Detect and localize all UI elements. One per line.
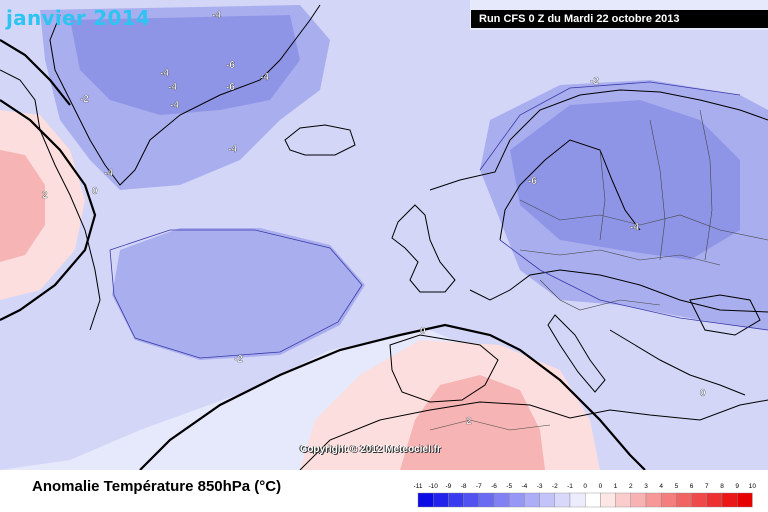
contour-label: -4 [160, 68, 169, 79]
contour-label: -4 [170, 100, 179, 111]
legend-tick-label: 0 [583, 483, 587, 490]
legend-tick-label: -1 [567, 483, 573, 490]
country-borders [429, 109, 768, 431]
legend-swatch [524, 492, 540, 508]
black-sea [689, 294, 761, 336]
anomaly-map: -4 -4 -4 -6 -6 -4 -4 -4 -2 2 0 -4 -2 -6 … [0, 0, 768, 470]
legend-tick-label: -11 [414, 483, 423, 490]
legend-tick-label: -4 [522, 483, 528, 490]
legend-swatch [417, 492, 434, 508]
contour-label: -4 [228, 144, 237, 155]
legend-tick-label: 1 [614, 483, 618, 490]
zero-contour-canada [0, 99, 97, 321]
map-canvas: -4 -4 -4 -6 -6 -4 -4 -4 -2 2 0 -4 -2 -6 … [0, 0, 768, 470]
legend-tick-label: 9 [735, 483, 739, 490]
scandinavia-coast [499, 139, 641, 241]
canada-coast [0, 69, 101, 331]
contour-labels: -4 -4 -4 -6 -6 -4 -4 -4 -2 2 0 -4 -2 -6 … [42, 10, 706, 427]
anomaly-field-greenland-core [70, 15, 300, 115]
month-title: janvier 2014 [6, 6, 151, 30]
legend-tick-label: -6 [491, 483, 497, 490]
legend-tick-label: 4 [659, 483, 663, 490]
anomaly-field-canada-core [0, 150, 45, 262]
contour-label: -4 [168, 82, 177, 93]
contour-label: -6 [226, 60, 235, 71]
zero-contour-atlantic [139, 323, 646, 470]
legend-tick-label: 10 [749, 483, 757, 490]
anomaly-field-scandinavia-core [510, 100, 740, 260]
balkans-coast [609, 329, 746, 396]
legend-tick-label: 8 [720, 483, 724, 490]
greenland-coast [49, 4, 321, 186]
contour-label: 0 [92, 186, 98, 197]
contour-label: 2 [466, 416, 472, 427]
legend-swatch [691, 492, 708, 508]
legend-tick-label: 5 [675, 483, 679, 490]
legend-tick-label: -8 [461, 483, 467, 490]
legend-swatch [554, 492, 571, 508]
contour-label: 0 [700, 388, 706, 399]
contour-label: -2 [80, 94, 89, 105]
legend-swatch [706, 492, 723, 508]
legend-tick-label: 2 [629, 483, 633, 490]
minus-two-contours [109, 81, 768, 359]
iceland-coast [284, 124, 356, 156]
legend-swatch [584, 492, 601, 508]
contour-label: -4 [260, 72, 269, 83]
legend-swatch [645, 492, 662, 508]
contour-label: -6 [528, 176, 537, 187]
legend-tick-label: -7 [476, 483, 482, 490]
contour-label: 2 [42, 190, 48, 201]
legend-swatch [539, 492, 555, 508]
legend-swatch [676, 492, 692, 508]
legend-swatch [478, 492, 495, 508]
legend-tick-label: -5 [506, 483, 512, 490]
contour-label: -4 [630, 222, 639, 233]
africa-coast [299, 399, 768, 470]
legend-tick-label: -3 [537, 483, 543, 490]
zero-contour-greenland [0, 39, 71, 106]
contour-label: -4 [212, 10, 221, 21]
legend-swatch [433, 492, 449, 508]
legend-tick-label: -9 [446, 483, 452, 490]
color-legend: -11 -10 -9 -8 -7 -6 -5 -4 -3 -2 -1 0 0 1 2 3 4 5 6 7 8 9 10 [414, 483, 757, 508]
legend-tick-label: 3 [644, 483, 648, 490]
zero-contours [0, 39, 646, 470]
contour-label: -4 [104, 168, 113, 179]
contour-label: -2 [234, 354, 243, 365]
continent-coast [469, 269, 768, 313]
iberia-coast [389, 334, 499, 403]
legend-swatch [615, 492, 632, 508]
legend-swatch [508, 492, 525, 508]
run-label: Run CFS 0 Z du Mardi 22 octobre 2013 [471, 10, 768, 28]
legend-swatch [448, 492, 464, 508]
anomaly-field-africa-core [400, 375, 545, 470]
legend-tick-label: 6 [690, 483, 694, 490]
legend-swatch [493, 492, 510, 508]
land-outlines [0, 4, 768, 470]
legend-tick-label: 7 [705, 483, 709, 490]
legend-tick-label: -2 [552, 483, 558, 490]
copyright-notice: Copyright © 2012 Meteociel.fr [300, 444, 441, 455]
legend-swatch [463, 492, 479, 508]
british-isles [391, 204, 456, 293]
europe-coast [429, 89, 768, 191]
legend-swatch [630, 492, 647, 508]
legend-swatch [600, 492, 616, 508]
contour-label: -2 [590, 76, 599, 87]
legend-tick-label: -10 [428, 483, 438, 490]
contour-label: -6 [226, 82, 235, 93]
legend-swatch [660, 492, 677, 508]
legend-swatch [721, 492, 738, 508]
italy-coast [547, 314, 606, 393]
legend-tick-label: 0 [599, 483, 603, 490]
anomaly-field-atlantic [112, 228, 365, 360]
legend-swatch [569, 492, 586, 508]
contour-label: 0 [420, 326, 426, 337]
legend-swatch [737, 492, 753, 508]
legend-title: Anomalie Température 850hPa (°C) [32, 478, 282, 495]
